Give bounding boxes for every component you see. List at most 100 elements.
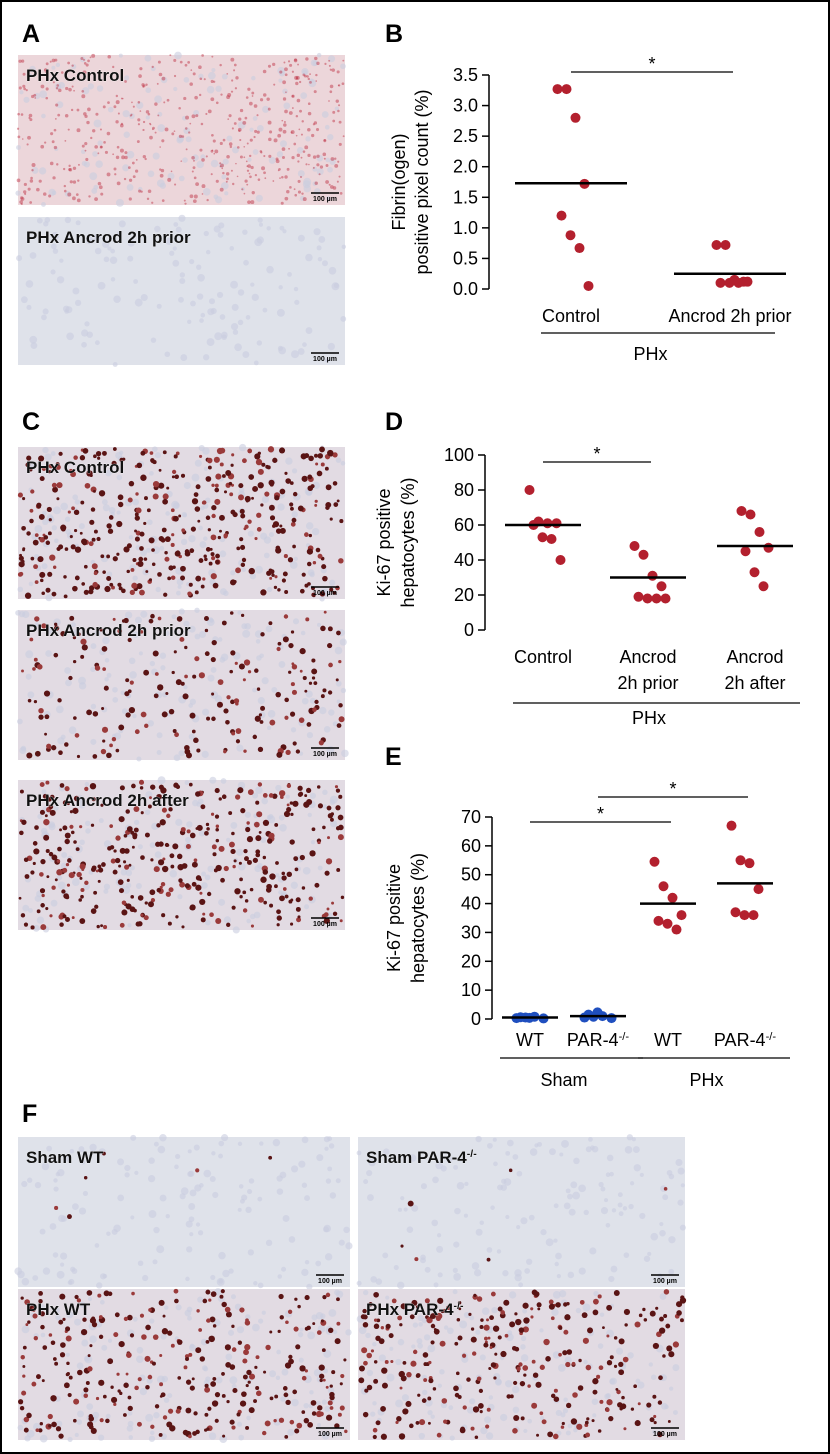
- nucleus: [363, 1322, 368, 1327]
- nucleus: [90, 783, 96, 789]
- cell: [109, 507, 116, 514]
- nucleus: [373, 1435, 377, 1439]
- cell: [246, 1416, 251, 1421]
- x-tick-label-sup: -/-: [619, 1031, 630, 1043]
- cell: [673, 1410, 678, 1415]
- nucleus: [565, 1362, 570, 1367]
- nucleus: [49, 518, 52, 521]
- cell: [50, 269, 55, 274]
- stain: [29, 201, 32, 204]
- cell: [124, 132, 130, 138]
- cell: [437, 1233, 441, 1237]
- cell: [22, 1325, 30, 1333]
- cell: [489, 1395, 493, 1399]
- nucleus: [527, 1384, 530, 1387]
- y-tick-label: 50: [461, 865, 481, 885]
- cell: [283, 1215, 290, 1222]
- cell: [216, 1377, 223, 1384]
- nucleus: [319, 1364, 325, 1370]
- cell: [58, 881, 66, 889]
- nucleus: [40, 859, 45, 864]
- stain: [120, 149, 124, 153]
- nucleus: [331, 812, 334, 815]
- cell: [588, 1137, 593, 1142]
- nucleus: [231, 1425, 235, 1429]
- nucleus: [248, 670, 251, 673]
- cell: [165, 511, 170, 516]
- x-tick-label: WT: [516, 1030, 544, 1050]
- y-tick-label: 20: [454, 585, 474, 605]
- cell: [649, 1362, 653, 1366]
- nucleus: [185, 749, 191, 755]
- cell: [250, 282, 254, 286]
- cell: [667, 1170, 673, 1176]
- nucleus: [244, 659, 250, 665]
- nucleus: [547, 1431, 553, 1437]
- nucleus: [242, 890, 246, 894]
- stain: [338, 84, 340, 86]
- stain: [289, 64, 292, 67]
- cell: [179, 608, 185, 614]
- nucleus: [189, 583, 193, 587]
- cell: [277, 151, 283, 157]
- nucleus: [133, 909, 137, 913]
- cell: [116, 199, 124, 207]
- cell: [53, 1252, 59, 1258]
- nucleus: [521, 1416, 525, 1420]
- cell: [85, 828, 90, 833]
- cell: [479, 1220, 483, 1224]
- nucleus: [258, 482, 264, 488]
- cell: [306, 327, 313, 334]
- stain: [120, 124, 124, 128]
- nucleus: [458, 1395, 462, 1399]
- cell: [187, 1171, 193, 1177]
- micrograph-label: PHx Ancrod 2h after: [26, 791, 189, 810]
- nucleus: [185, 1408, 191, 1414]
- nucleus: [219, 797, 222, 800]
- cell: [97, 140, 102, 145]
- stain: [80, 57, 83, 60]
- cell: [65, 679, 72, 686]
- nucleus: [277, 915, 282, 920]
- nucleus: [599, 1400, 603, 1404]
- cell: [68, 1279, 74, 1285]
- nucleus: [109, 515, 114, 520]
- stain: [323, 139, 326, 142]
- stain: [328, 60, 330, 62]
- stain: [231, 170, 233, 172]
- stain: [141, 191, 143, 193]
- cell: [211, 160, 219, 168]
- cell: [19, 90, 23, 94]
- nucleus: [139, 546, 144, 551]
- stain: [337, 161, 339, 163]
- dot: [584, 281, 594, 291]
- cell: [100, 1300, 105, 1305]
- panel-letter: A: [22, 20, 40, 48]
- nucleus: [176, 679, 182, 685]
- nucleus: [247, 520, 251, 524]
- cell: [302, 698, 309, 705]
- y-tick-label: 40: [461, 894, 481, 914]
- cell: [330, 800, 335, 805]
- stain: [84, 115, 87, 118]
- nucleus: [277, 647, 281, 651]
- nucleus: [308, 456, 314, 462]
- nucleus: [144, 724, 148, 728]
- nucleus: [26, 752, 32, 758]
- stain: [193, 72, 196, 75]
- nucleus: [31, 557, 35, 561]
- cell: [662, 1194, 668, 1200]
- cell: [258, 1283, 264, 1289]
- nucleus: [122, 900, 127, 905]
- nucleus: [245, 1320, 250, 1325]
- stain: [315, 80, 317, 82]
- cell: [493, 1162, 498, 1167]
- nucleus: [154, 866, 160, 872]
- nucleus: [316, 1411, 322, 1417]
- cell: [453, 1289, 458, 1294]
- nucleus: [150, 784, 155, 789]
- nucleus: [215, 1392, 220, 1397]
- nucleus: [157, 684, 163, 690]
- dot: [737, 506, 747, 516]
